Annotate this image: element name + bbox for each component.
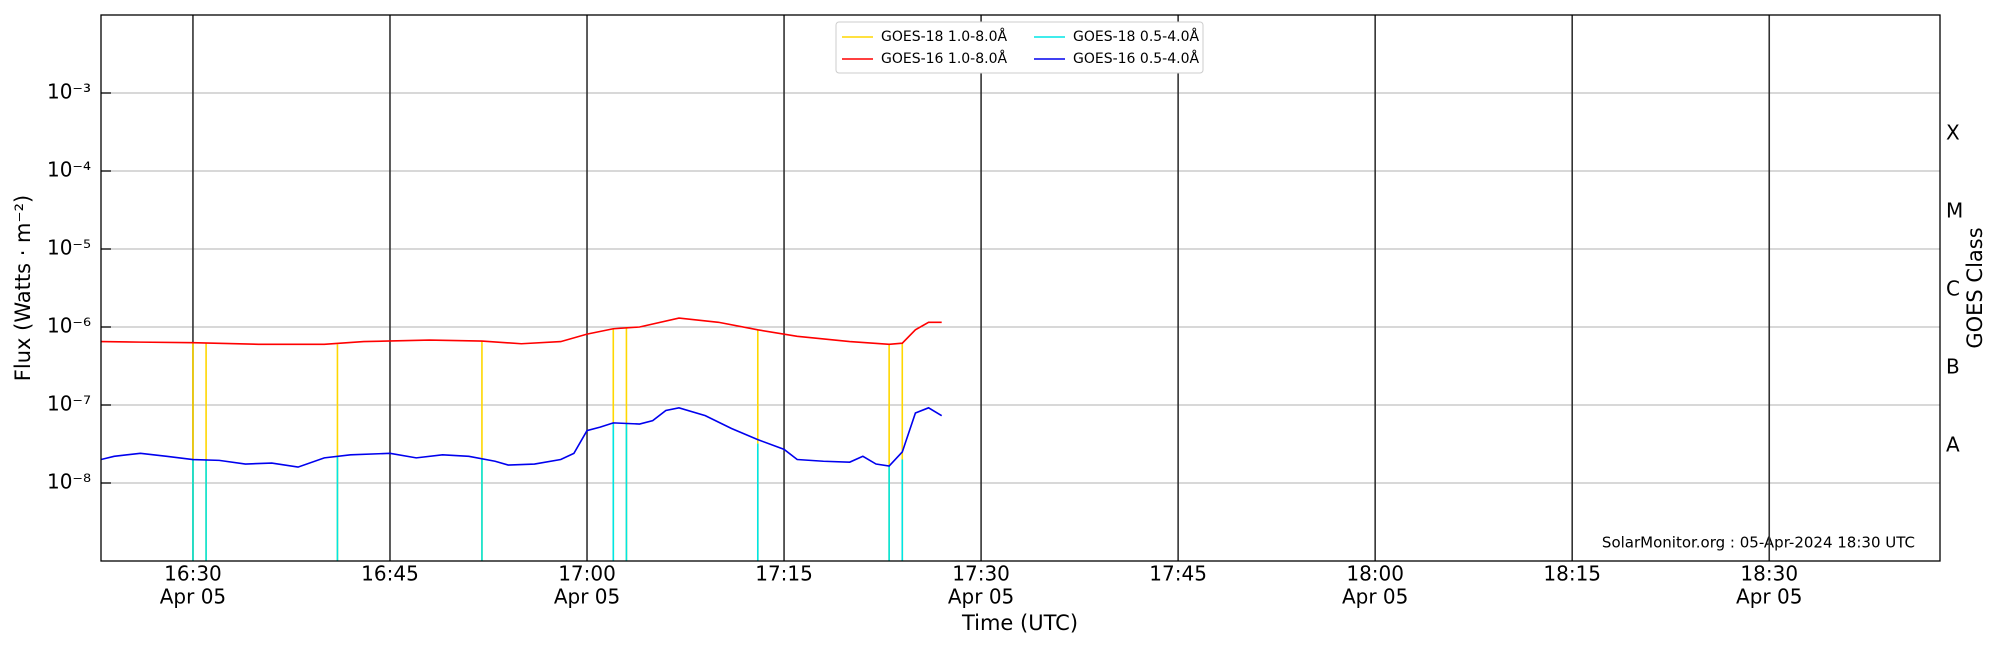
x-tick-label: 17:00 [558,562,616,586]
x-tick-label: 18:00 [1346,562,1404,586]
y2-tick-label: X [1946,120,1960,144]
y-tick-label: 10⁻⁸ [47,470,91,494]
y2-tick-label: B [1946,354,1960,378]
legend-label: GOES-16 1.0-8.0Å [881,50,1007,67]
y-tick-label: 10⁻⁷ [47,392,91,416]
x-axis-label: Time (UTC) [961,611,1078,635]
y2-tick-label: A [1946,432,1960,456]
legend: GOES-18 1.0-8.0Å GOES-16 1.0-8.0Å GOES-18 … [835,21,1204,74]
x-tick-date: Apr 05 [1736,585,1802,609]
y2-tick-label: C [1946,276,1960,300]
y-tick-label: 10⁻⁴ [47,158,91,182]
x-tick-label: 16:45 [361,562,419,586]
legend-box [835,21,1204,74]
x-tick-label: 18:15 [1543,562,1601,586]
y-axis-label: Flux (Watts · m⁻²) [11,195,35,381]
legend-label: GOES-18 1.0-8.0Å [881,28,1007,45]
plot-area [101,317,943,561]
y2-tick-label: M [1946,198,1963,222]
x-tick-date: Apr 05 [1342,585,1408,609]
plot-frame [100,14,1941,562]
x-tick-date: Apr 05 [948,585,1014,609]
annotation: SolarMonitor.org : 05-Apr-2024 18:30 UTC [1602,534,1915,552]
y-tick-label: 10⁻³ [47,80,91,104]
x-tick-label: 17:15 [755,562,813,586]
legend-label: GOES-18 0.5-4.0Å [1073,28,1199,45]
x-tick-label: 17:30 [952,562,1010,586]
series-line [101,317,942,346]
series-line [192,422,904,561]
x-tick-label: 17:45 [1149,562,1207,586]
x-tick-label: 18:30 [1740,562,1798,586]
x-tick-date: Apr 05 [554,585,620,609]
x-tick-date: Apr 05 [160,585,226,609]
legend-label: GOES-16 0.5-4.0Å [1073,50,1199,67]
y2-axis-label: GOES Class [1963,227,1987,348]
y-tick-label: 10⁻⁶ [47,314,91,338]
series-line [101,406,943,468]
x-tick-label: 16:30 [164,562,222,586]
y-tick-label: 10⁻⁵ [47,236,91,260]
